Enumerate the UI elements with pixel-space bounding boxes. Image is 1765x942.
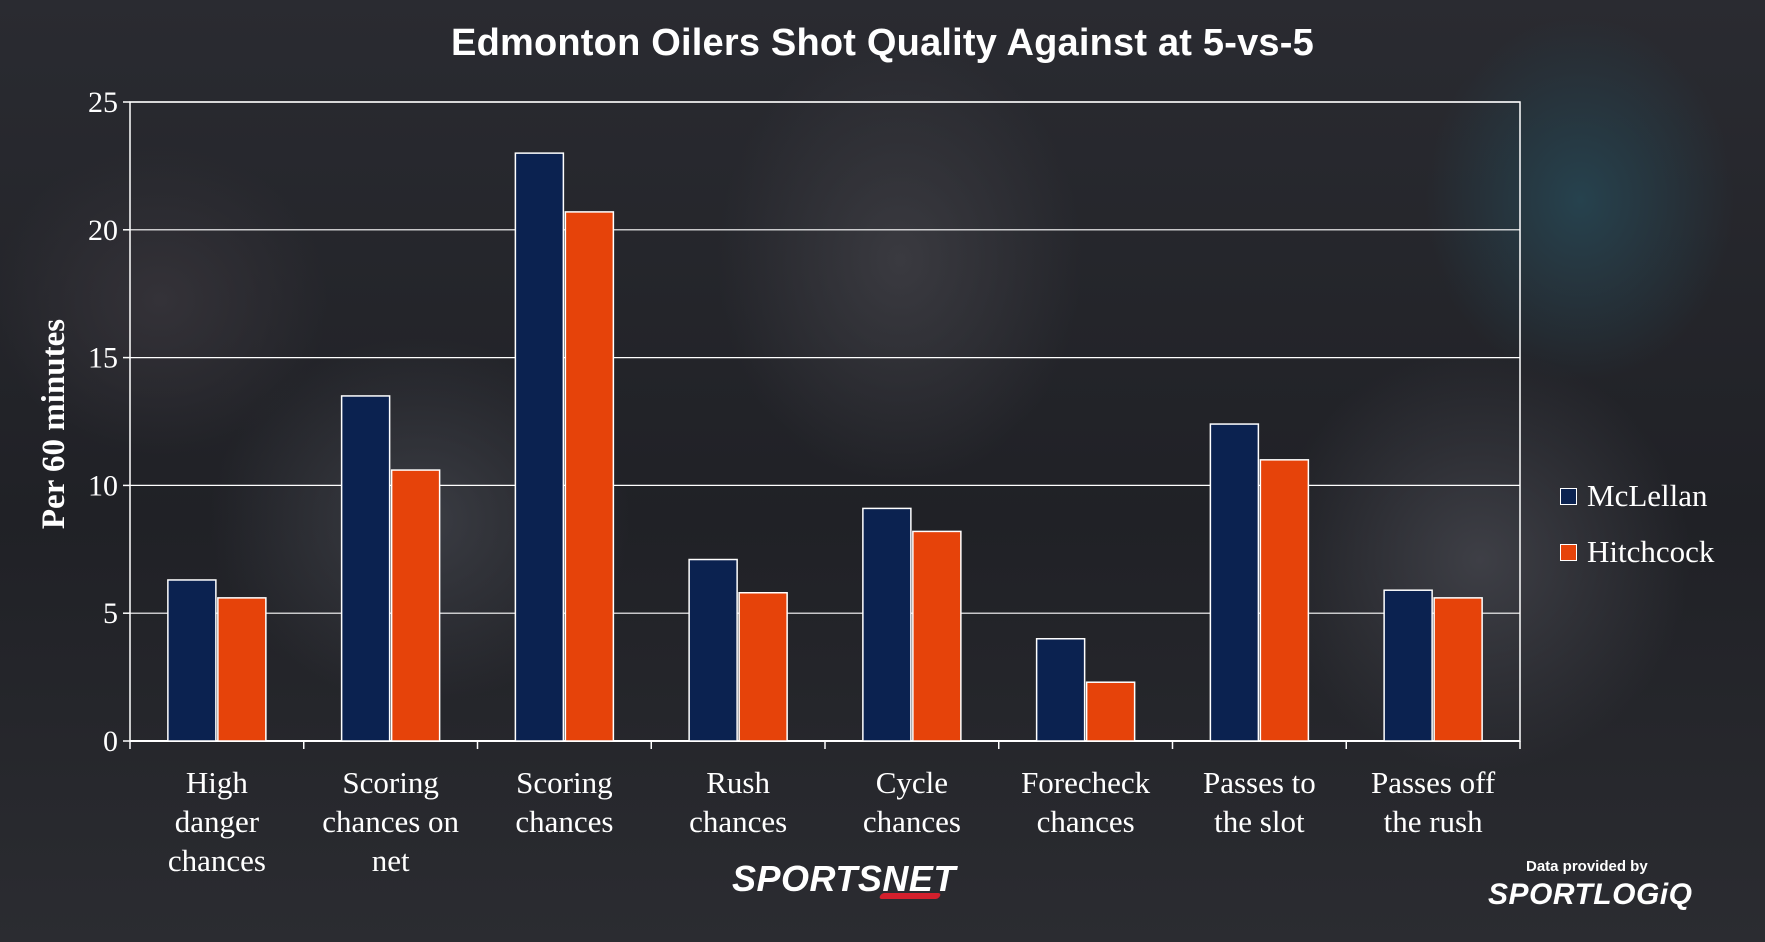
x-tick-label: chances	[168, 843, 266, 878]
x-tick-label: Scoring	[342, 765, 438, 800]
bar-mclellan-1	[340, 395, 391, 742]
plot-frame	[129, 101, 1521, 742]
y-tick-label: 5	[103, 597, 118, 630]
data-provided-by-label: Data provided by	[1526, 858, 1648, 875]
legend-swatch-hitchcock	[1560, 543, 1577, 561]
bar-hitchcock-3	[738, 592, 788, 742]
sportsnet-logo: SPORTSNET	[732, 858, 956, 899]
x-tick-label: Scoring	[516, 765, 612, 800]
bar-hitchcock-1	[390, 469, 441, 742]
x-tick-label: chances	[689, 804, 787, 839]
bar-hitchcock-5	[1085, 681, 1136, 742]
y-tick-label: 20	[88, 214, 118, 247]
x-tick-label: chances	[1037, 804, 1135, 839]
legend-item-mclellan: McLellan	[1560, 468, 1714, 524]
x-tick-label: chances	[863, 804, 961, 839]
bar-mclellan-2	[514, 152, 565, 742]
bar-hitchcock-7	[1433, 597, 1483, 742]
x-tick-label: chances	[515, 804, 613, 839]
bar-mclellan-3	[688, 558, 738, 742]
chart-title: Edmonton Oilers Shot Quality Against at …	[451, 22, 1314, 64]
legend: McLellan Hitchcock	[1560, 468, 1714, 580]
x-tick-label: danger	[175, 804, 260, 839]
bar-hitchcock-6	[1259, 459, 1310, 742]
y-tick-label: 0	[103, 725, 118, 758]
x-tick-label: net	[372, 843, 410, 878]
x-tick-label: Passes off	[1371, 765, 1496, 800]
sportsnet-swoosh	[878, 893, 942, 899]
x-tick-label: High	[186, 765, 249, 800]
legend-label-mclellan: McLellan	[1587, 478, 1708, 513]
bar-mclellan-5	[1035, 638, 1086, 742]
bar-hitchcock-2	[564, 211, 615, 742]
x-tick-label: chances on	[322, 804, 459, 839]
legend-label-hitchcock: Hitchcock	[1587, 534, 1715, 569]
x-tick-label: Rush	[706, 765, 770, 800]
x-tick-label: the rush	[1384, 804, 1484, 839]
sportlogiq-logo: SPORTLOGiQ	[1488, 878, 1693, 911]
y-tick-label: 10	[88, 469, 118, 502]
x-tick-label: Cycle	[876, 765, 948, 800]
bar-mclellan-0	[167, 579, 217, 742]
bar-hitchcock-4	[912, 530, 962, 742]
bar-mclellan-6	[1209, 423, 1260, 742]
legend-swatch-mclellan	[1560, 487, 1577, 505]
y-tick-label: 15	[88, 342, 118, 375]
x-tick-label: Forecheck	[1021, 765, 1151, 800]
bar-hitchcock-0	[217, 597, 267, 742]
y-tick-label: 25	[88, 86, 118, 119]
x-tick-label: Passes to	[1203, 765, 1316, 800]
bar-mclellan-4	[862, 507, 912, 742]
legend-item-hitchcock: Hitchcock	[1560, 524, 1714, 580]
x-tick-label: the slot	[1214, 804, 1305, 839]
bar-mclellan-7	[1383, 589, 1433, 742]
